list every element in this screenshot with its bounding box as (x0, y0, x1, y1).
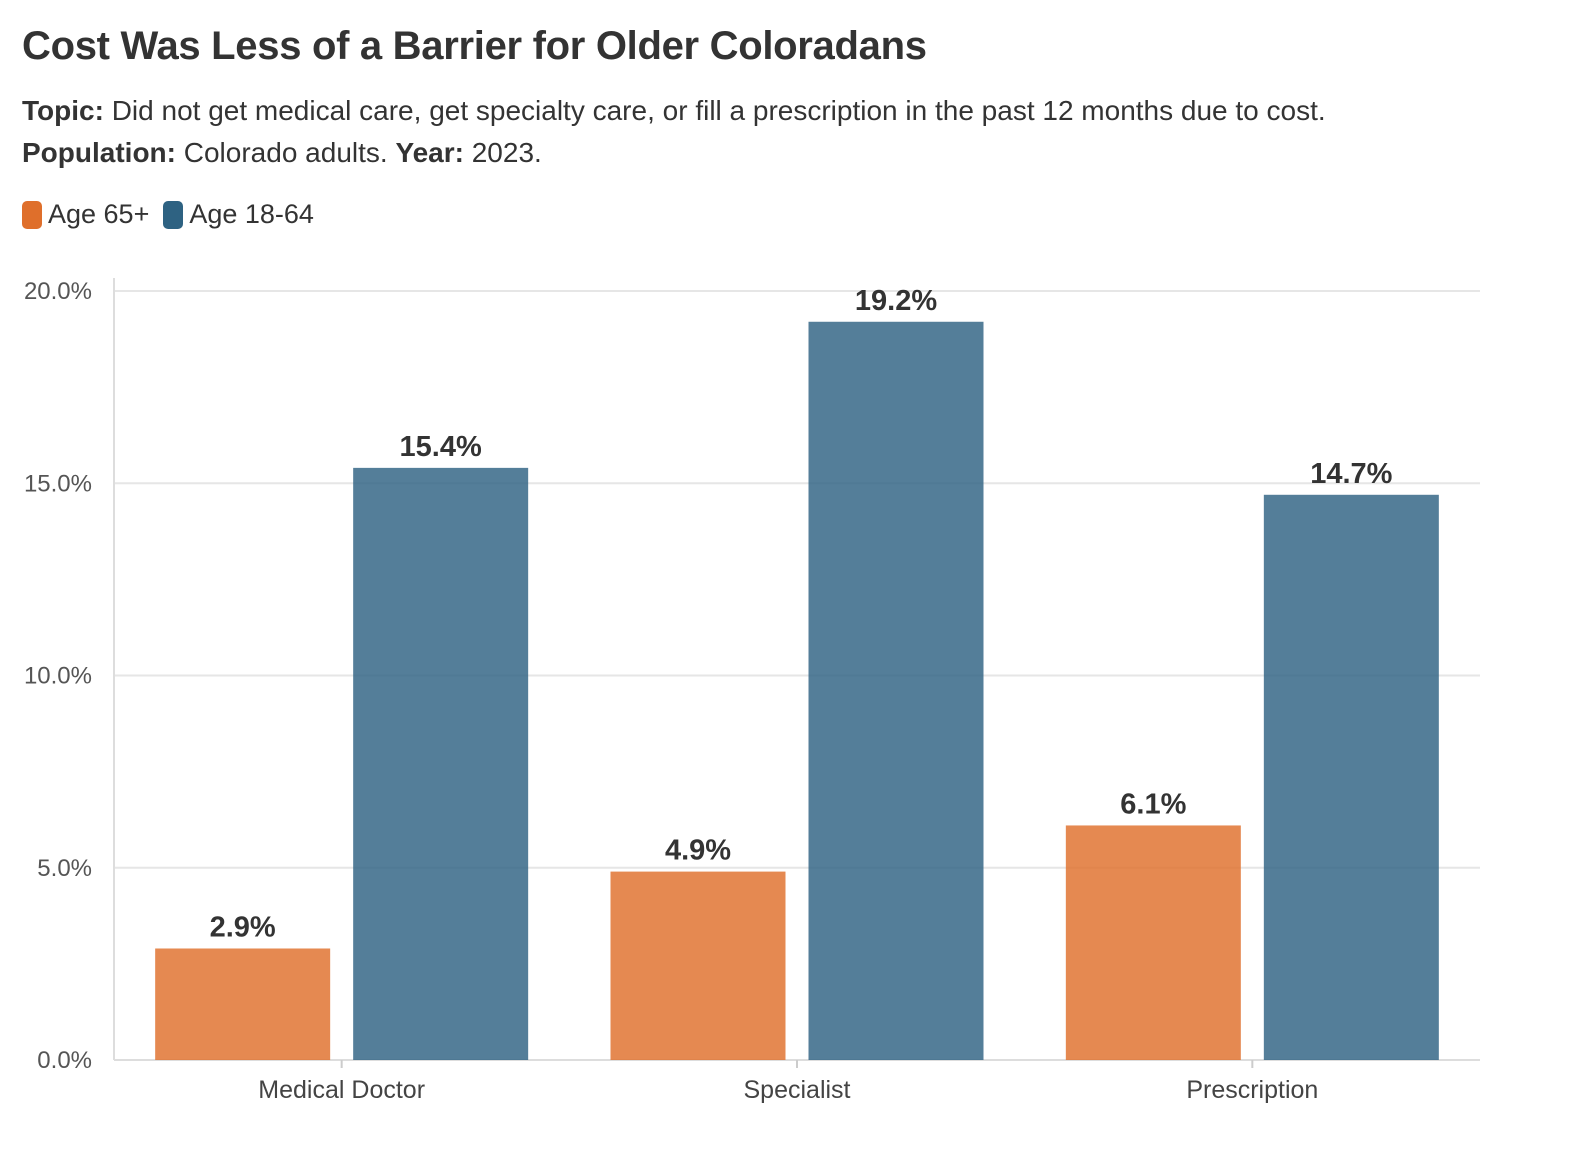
legend-swatch (22, 200, 42, 229)
data-label: 14.7% (1310, 458, 1392, 490)
year-text: 2023. (471, 137, 542, 168)
legend-label: Age 18-64 (189, 199, 314, 229)
data-label: 2.9% (210, 911, 276, 943)
y-tick-label: 10.0% (24, 663, 92, 690)
data-label: 6.1% (1120, 788, 1186, 820)
legend-item-age-18-64: Age 18-64 (163, 199, 314, 230)
data-label: 19.2% (855, 285, 937, 317)
year-label: Year: (395, 137, 464, 168)
y-tick-label: 5.0% (37, 855, 92, 882)
chart-subtitle: Topic: Did not get medical care, get spe… (22, 90, 1562, 174)
legend-label: Age 65+ (48, 199, 150, 229)
bar (155, 948, 331, 1060)
bar (610, 871, 786, 1060)
y-tick-label: 15.0% (24, 470, 92, 497)
chart-legend: Age 65+ Age 18-64 (22, 199, 328, 230)
data-label: 15.4% (400, 431, 482, 463)
data-label: 4.9% (665, 835, 731, 867)
topic-label: Topic: (22, 95, 104, 126)
x-tick-label: Specialist (744, 1076, 851, 1104)
bar (808, 321, 984, 1060)
x-tick-label: Prescription (1186, 1076, 1318, 1104)
population-label: Population: (22, 137, 176, 168)
topic-text: Did not get medical care, get specialty … (111, 95, 1326, 126)
legend-item-age-65-plus: Age 65+ (22, 199, 149, 230)
y-tick-label: 20.0% (24, 278, 92, 305)
bar (1263, 494, 1439, 1060)
bar (353, 467, 529, 1060)
population-text: Colorado adults. (183, 137, 388, 168)
legend-swatch (163, 200, 184, 229)
chart-title: Cost Was Less of a Barrier for Older Col… (22, 24, 927, 68)
bar (1065, 825, 1241, 1060)
x-tick-label: Medical Doctor (258, 1076, 425, 1104)
y-tick-label: 0.0% (37, 1047, 92, 1074)
